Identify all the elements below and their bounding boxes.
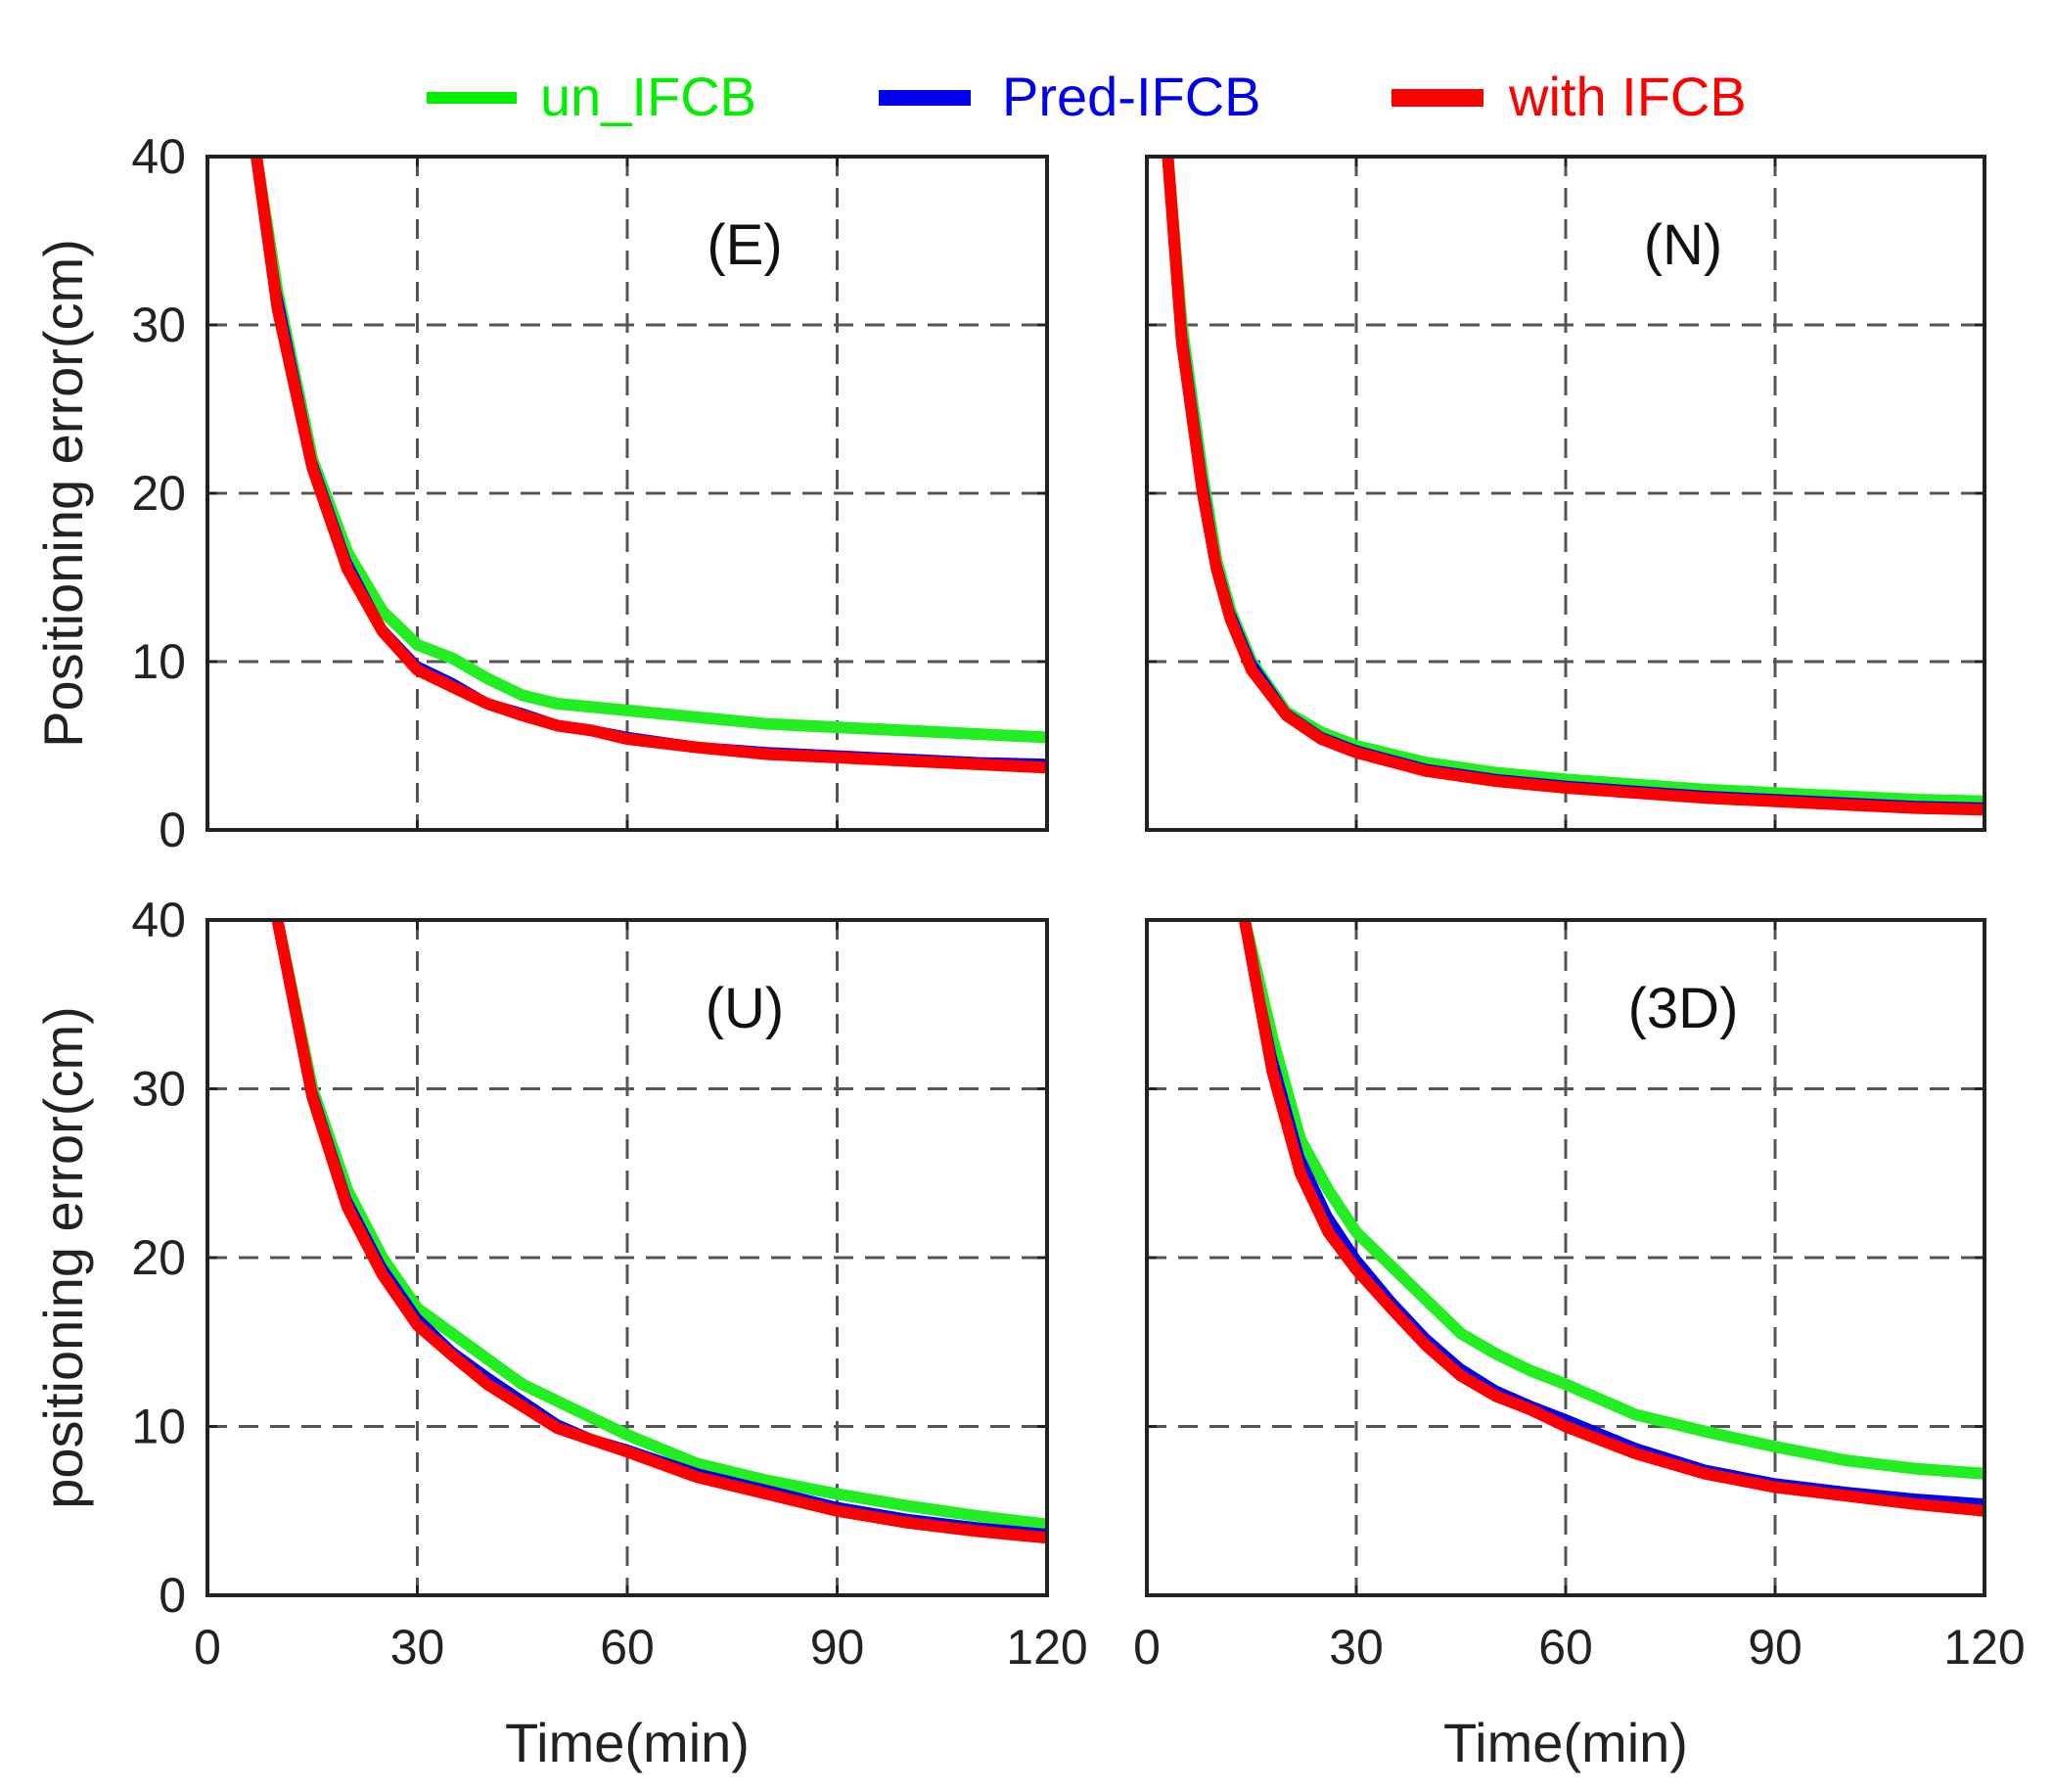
panel-u-line-pred-ifcb: [273, 920, 1047, 1538]
panel-n-label: (N): [1644, 213, 1723, 277]
panel-u-ytick-label-0: 0: [159, 1568, 186, 1623]
panel-n-series: [1162, 157, 1985, 816]
panel-3d-line-un-ifcb: [1238, 920, 1985, 1480]
legend: un_IFCB Pred-IFCB with IFCB: [427, 66, 1747, 127]
panel-3d-xtick-label-120: 120: [1943, 1620, 2025, 1675]
panel-3d-line-with-ifcb: [1238, 920, 1985, 1517]
panel-u-ytick-label-20: 20: [131, 1230, 186, 1285]
legend-pred-ifcb-label: Pred-IFCB: [1002, 66, 1261, 127]
panel-3d-xlabel: Time(min): [1443, 1712, 1688, 1773]
panel-n-line-un-ifcb: [1162, 157, 1985, 807]
panel-u-xtick-label-0: 0: [194, 1620, 221, 1675]
panel-3d-xtick-label-30: 30: [1329, 1620, 1384, 1675]
legend-with-ifcb-label: with IFCB: [1508, 66, 1747, 127]
panel-u-xtick-label-60: 60: [600, 1620, 655, 1675]
panel-3d-label: (3D): [1628, 977, 1739, 1040]
panel-u-xlabel: Time(min): [505, 1712, 750, 1773]
panel-u-label: (U): [706, 977, 785, 1040]
panel-u-xtick-label-30: 30: [390, 1620, 445, 1675]
panel-e-ytick-label-40: 40: [131, 129, 186, 184]
panel-e-line-with-ifcb: [251, 157, 1047, 774]
panel-u-line-with-ifcb: [271, 920, 1047, 1544]
panel-n: (N): [1145, 155, 1986, 832]
panel-3d-xtick-label-60: 60: [1538, 1620, 1593, 1675]
panel-e-ytick-label-20: 20: [131, 466, 186, 521]
panel-e-ytick-label-10: 10: [131, 634, 186, 689]
panel-e-series: [251, 157, 1047, 774]
panel-3d-xtick-label-90: 90: [1748, 1620, 1802, 1675]
panel-u-series: [271, 920, 1047, 1544]
panel-e-ylabel: Positioning error(cm): [32, 239, 94, 748]
panel-u-ylabel: positioning error(cm): [32, 1006, 94, 1509]
panel-u-ytick-label-30: 30: [131, 1062, 186, 1117]
panel-u-ytick-label-40: 40: [131, 893, 186, 947]
panel-e-line-pred-ifcb: [252, 157, 1047, 767]
panel-u-ytick-label-10: 10: [131, 1400, 186, 1454]
panel-e-ytick-label-30: 30: [131, 298, 186, 352]
legend-un-ifcb-label: un_IFCB: [540, 66, 756, 127]
panel-u-xtick-label-90: 90: [810, 1620, 865, 1675]
panel-e: 0 10 20 30 40 (E) Positioning error(cm): [32, 129, 1049, 857]
panel-3d-xtick-label-0: 0: [1133, 1620, 1161, 1675]
panel-u-line-un-ifcb: [271, 920, 1047, 1531]
panel-e-ytick-label-0: 0: [159, 803, 186, 857]
panel-e-label: (E): [707, 213, 782, 277]
panel-u: 0 10 20 30 40 0 30 60 90 120 (U) Time(min) positioni…: [32, 893, 1088, 1773]
panel-u-xtick-label-120: 120: [1006, 1620, 1087, 1675]
panel-3d-series: [1238, 920, 1985, 1517]
panel-n-line-with-ifcb: [1162, 157, 1985, 816]
panel-3d: 0 30 60 90 120 (3D) Time(min): [1133, 918, 2026, 1773]
chart-panels: 0 10 20 30 40 (E) Positioning error(cm) (N) 0 10 2…: [32, 129, 2026, 1773]
panel-e-line-un-ifcb: [251, 157, 1047, 744]
